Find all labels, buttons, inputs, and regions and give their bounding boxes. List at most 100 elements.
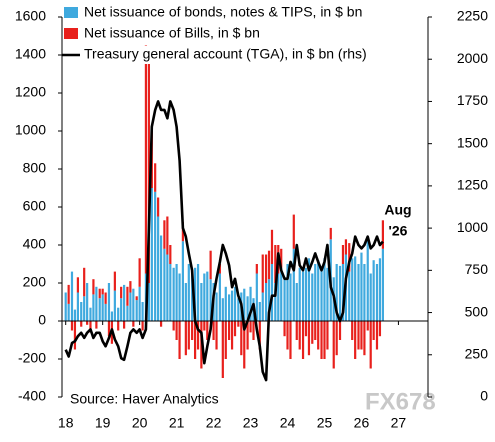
bar bbox=[351, 321, 354, 340]
bar bbox=[92, 279, 95, 295]
bar bbox=[274, 245, 277, 283]
legend-label: Net issuance of Bills, in $ bn bbox=[84, 25, 260, 41]
x-tick-label: 21 bbox=[169, 415, 185, 431]
x-tick-label: 20 bbox=[132, 415, 148, 431]
bar bbox=[138, 258, 141, 287]
y-tick-label: 1400 bbox=[15, 46, 46, 62]
bar bbox=[107, 321, 111, 337]
bar bbox=[83, 296, 86, 321]
bar bbox=[228, 294, 231, 321]
bar bbox=[224, 321, 227, 359]
bar bbox=[341, 264, 345, 321]
bar bbox=[317, 321, 320, 350]
bar bbox=[132, 321, 135, 327]
y2-tick-label: 2250 bbox=[457, 8, 488, 24]
bar bbox=[187, 264, 190, 321]
bar bbox=[341, 245, 345, 264]
bar bbox=[147, 55, 150, 283]
bar bbox=[295, 321, 298, 340]
bar bbox=[64, 292, 67, 321]
bar bbox=[141, 302, 144, 321]
bar bbox=[157, 216, 160, 321]
bar bbox=[351, 258, 354, 321]
bar bbox=[335, 264, 338, 321]
watermark: FX678 bbox=[365, 388, 436, 415]
y-tick-label: 1200 bbox=[15, 84, 46, 100]
bar bbox=[150, 188, 153, 321]
bar bbox=[206, 271, 209, 321]
annotation: '26 bbox=[389, 223, 408, 239]
bar bbox=[289, 273, 292, 321]
bar bbox=[360, 321, 363, 350]
bar bbox=[193, 267, 197, 321]
bar bbox=[159, 235, 163, 321]
bar bbox=[307, 258, 311, 321]
bar bbox=[292, 248, 295, 321]
bar bbox=[255, 273, 258, 321]
x-tick-label: 25 bbox=[317, 415, 333, 431]
bar bbox=[73, 321, 77, 350]
bar bbox=[320, 321, 323, 359]
bar bbox=[332, 321, 335, 369]
y2-tick-label: 1000 bbox=[457, 219, 488, 235]
bar bbox=[107, 283, 111, 321]
bar bbox=[240, 321, 243, 356]
legend-bg bbox=[84, 4, 418, 22]
bar bbox=[175, 321, 178, 340]
bar bbox=[274, 283, 277, 321]
bar bbox=[252, 321, 255, 340]
bar bbox=[354, 321, 357, 359]
bar bbox=[203, 321, 206, 331]
bar bbox=[67, 303, 70, 321]
bar bbox=[283, 321, 286, 337]
y-tick-label: 400 bbox=[23, 236, 47, 252]
bar bbox=[301, 271, 305, 321]
bar bbox=[354, 256, 357, 321]
bar bbox=[230, 321, 234, 350]
bar bbox=[264, 283, 268, 321]
bar bbox=[73, 309, 77, 321]
bar bbox=[187, 321, 190, 350]
y2-tick-label: 250 bbox=[465, 345, 489, 361]
legend-label: Treasury general account (TGA), in $ bn … bbox=[84, 46, 367, 62]
bar bbox=[270, 264, 274, 321]
bar bbox=[323, 258, 326, 321]
bar bbox=[344, 239, 348, 255]
bar bbox=[292, 214, 295, 249]
legend-bg bbox=[84, 25, 418, 43]
bar bbox=[196, 264, 200, 321]
bar bbox=[67, 284, 70, 304]
bar bbox=[147, 283, 150, 321]
bar bbox=[212, 321, 215, 340]
bar bbox=[80, 302, 83, 321]
bar bbox=[366, 321, 369, 331]
bar bbox=[89, 321, 92, 333]
bar bbox=[289, 321, 292, 359]
bar bbox=[366, 237, 369, 321]
bar bbox=[200, 283, 203, 321]
y-tick-label: -200 bbox=[18, 350, 46, 366]
y2-tick-label: 1750 bbox=[457, 92, 488, 108]
bar bbox=[224, 286, 227, 321]
bar bbox=[360, 252, 363, 321]
bar bbox=[110, 311, 114, 321]
legend-label: Net issuance of bonds, notes & TIPS, in … bbox=[84, 4, 362, 20]
bar bbox=[233, 321, 237, 337]
bar bbox=[126, 286, 129, 306]
bar bbox=[206, 321, 209, 340]
bar bbox=[123, 321, 126, 329]
bar bbox=[338, 265, 342, 321]
bar bbox=[120, 298, 123, 321]
bar bbox=[203, 273, 206, 321]
bar bbox=[135, 296, 138, 301]
bar bbox=[381, 248, 384, 321]
bar bbox=[95, 286, 98, 321]
bar bbox=[175, 264, 178, 321]
bar bbox=[280, 267, 283, 321]
bar bbox=[215, 292, 218, 321]
bar bbox=[298, 321, 301, 350]
bar bbox=[258, 321, 261, 350]
bar bbox=[86, 283, 89, 321]
bar bbox=[307, 321, 311, 356]
